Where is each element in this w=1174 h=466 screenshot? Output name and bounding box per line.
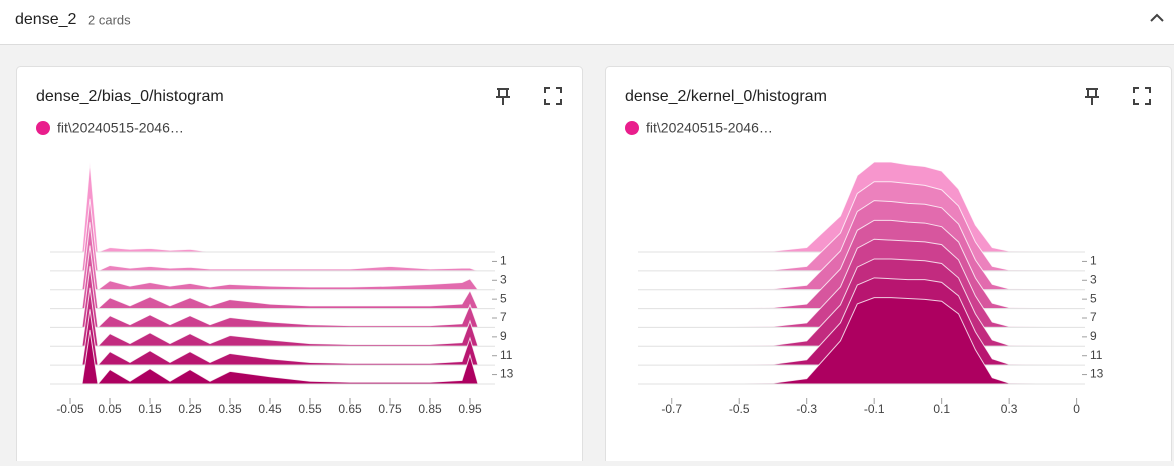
legend-dot: [625, 121, 639, 135]
pin-button[interactable]: [496, 88, 1099, 105]
y-tick-label: 1: [500, 254, 507, 268]
collapse-button[interactable]: [1150, 13, 1164, 22]
x-tick-label: 0.05: [98, 402, 122, 416]
y-tick-label: 9: [500, 329, 507, 343]
x-tick-label: 0.85: [418, 402, 442, 416]
x-tick-label: -0.05: [56, 402, 84, 416]
y-tick-label: 11: [1090, 348, 1103, 362]
x-tick-label: 0.75: [378, 402, 402, 416]
x-tick-label: 0: [1073, 402, 1080, 416]
legend-label: fit\20240515-2046…: [646, 120, 773, 136]
x-tick-label: -0.1: [864, 402, 885, 416]
x-tick-label: 0.45: [258, 402, 282, 416]
card-title: dense_2/bias_0/histogram: [36, 88, 224, 105]
y-tick-label: 7: [1090, 310, 1097, 324]
histogram-ridge: [50, 329, 495, 386]
x-tick-label: 0.3: [1001, 402, 1018, 416]
card-count: 2 cards: [88, 12, 131, 27]
legend-label: fit\20240515-2046…: [57, 120, 184, 136]
y-tick-label: 5: [1090, 291, 1097, 305]
x-tick-label: 0.95: [458, 402, 482, 416]
x-tick-label: 0.55: [298, 402, 322, 416]
card: [16, 66, 583, 466]
y-tick-label: 3: [1090, 272, 1097, 286]
y-tick-label: 3: [500, 272, 507, 286]
y-tick-label: 11: [500, 348, 513, 362]
legend-dot: [36, 121, 50, 135]
header-bar: [0, 0, 1174, 44]
x-tick-label: -0.7: [661, 402, 682, 416]
y-tick-label: 5: [500, 291, 507, 305]
card-title: dense_2/kernel_0/histogram: [625, 88, 827, 105]
x-tick-label: 0.1: [933, 402, 950, 416]
x-tick-label: 0.25: [178, 402, 202, 416]
y-tick-label: 13: [1090, 367, 1104, 381]
x-tick-label: 0.65: [338, 402, 362, 416]
x-tick-label: -0.3: [796, 402, 817, 416]
y-tick-label: 9: [1090, 329, 1097, 343]
fullscreen-button[interactable]: [544, 87, 1151, 105]
y-tick-label: 13: [500, 367, 514, 381]
histogram-ridge: [638, 297, 1085, 385]
y-tick-label: 1: [1090, 254, 1097, 268]
x-tick-label: 0.15: [138, 402, 162, 416]
group-title: dense_2: [15, 11, 76, 28]
y-tick-label: 7: [500, 310, 507, 324]
x-tick-label: -0.5: [729, 402, 750, 416]
x-tick-label: 0.35: [218, 402, 242, 416]
